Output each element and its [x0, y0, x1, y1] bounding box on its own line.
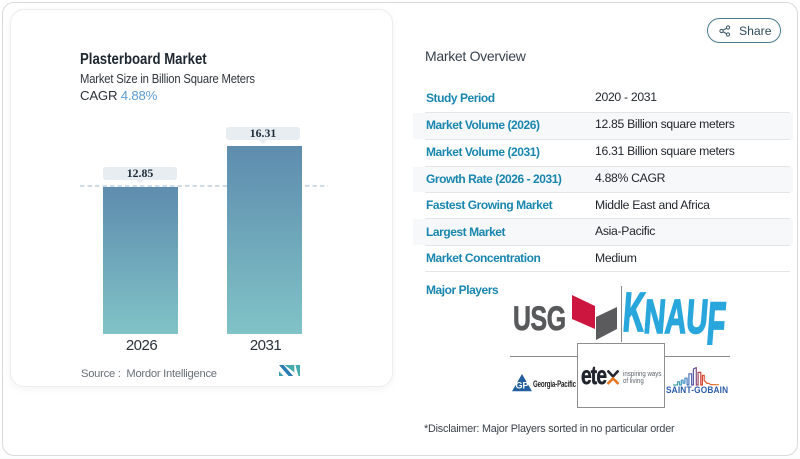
svg-text:GP: GP [515, 380, 528, 390]
